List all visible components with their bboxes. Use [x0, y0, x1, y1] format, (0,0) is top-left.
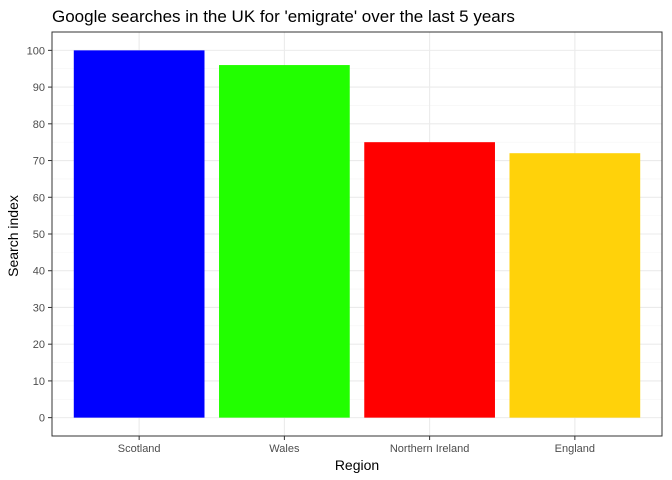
bars [73, 50, 641, 418]
y-tick-label: 30 [33, 302, 45, 314]
x-tick-label: Scotland [118, 443, 161, 455]
y-tick-label: 0 [39, 413, 45, 425]
x-tick-label: Northern Ireland [390, 443, 470, 455]
y-tick-label: 20 [33, 339, 45, 351]
y-tick-label: 70 [33, 156, 45, 168]
y-tick-label: 60 [33, 192, 45, 204]
y-tick-label: 40 [33, 266, 45, 278]
x-tick-label: England [555, 443, 595, 455]
chart-title: Google searches in the UK for 'emigrate'… [52, 7, 515, 26]
y-tick-label: 50 [33, 229, 45, 241]
x-axis-title: Region [335, 457, 379, 473]
y-axis-title: Search index [5, 195, 21, 277]
bar-northern-ireland [364, 142, 495, 418]
x-tick-label: Wales [269, 443, 300, 455]
bar-scotland [73, 50, 205, 418]
x-axis: Scotland Wales Northern Ireland England [118, 436, 595, 455]
y-axis: 0 10 20 30 40 50 60 70 80 90 100 [27, 45, 52, 425]
bar-wales [219, 65, 350, 418]
bar-england [509, 153, 641, 418]
y-tick-label: 100 [27, 45, 45, 57]
y-tick-label: 80 [33, 119, 45, 131]
y-tick-label: 10 [33, 376, 45, 388]
y-tick-label: 90 [33, 82, 45, 94]
